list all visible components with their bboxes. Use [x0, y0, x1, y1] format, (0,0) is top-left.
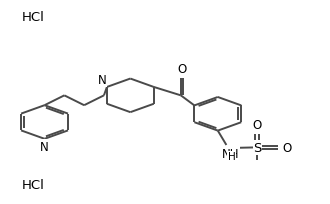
Text: O: O [253, 118, 262, 131]
Text: HCl: HCl [21, 11, 44, 24]
Text: O: O [177, 63, 186, 76]
Text: N: N [97, 74, 106, 87]
Text: O: O [282, 141, 292, 154]
Text: N: N [40, 140, 49, 153]
Text: H: H [228, 151, 236, 161]
Text: HCl: HCl [21, 178, 44, 191]
Text: NH: NH [222, 147, 240, 160]
Text: S: S [253, 141, 262, 154]
